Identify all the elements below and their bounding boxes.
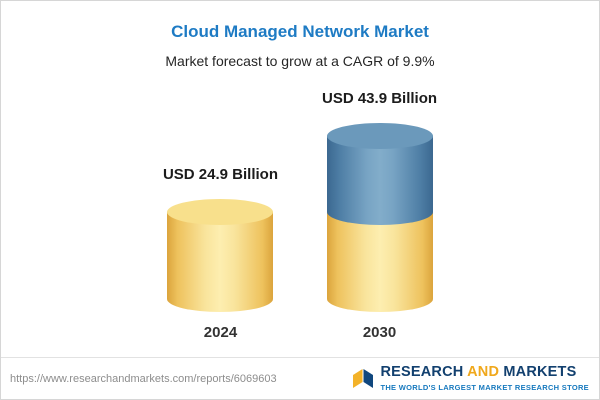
bar-column-2030: USD 43.9 Billion 2030 (322, 90, 437, 341)
cylinder-2024 (167, 199, 274, 312)
cylinder-top-ellipse (326, 123, 433, 149)
logo-name-research: RESEARCH (380, 364, 464, 381)
logo-name: RESEARCH AND MARKETS (380, 365, 589, 380)
logo-tagline: THE WORLD'S LARGEST MARKET RESEARCH STOR… (380, 382, 589, 392)
bar-column-2024: USD 24.9 Billion 2024 (163, 166, 278, 341)
footer-bar: https://www.researchandmarkets.com/repor… (1, 357, 599, 399)
cylinder-top-ellipse (167, 199, 274, 225)
cylinder-2030 (326, 123, 433, 312)
bar-value-label: USD 24.9 Billion (162, 166, 278, 183)
cylinder-segment-blue (326, 136, 433, 225)
cylinder-segment-yellow (326, 212, 433, 312)
chart-header: Cloud Managed Network Market Market fore… (1, 1, 599, 69)
logo-text: RESEARCH AND MARKETS THE WORLD'S LARGEST… (380, 365, 589, 392)
cylinder-bar-chart: USD 24.9 Billion 2024 USD 43.9 Billion 2030 (1, 90, 599, 341)
logo-mark-icon (353, 368, 374, 388)
logo-name-markets: MARKETS (503, 364, 577, 381)
logo-name-and: AND (467, 364, 500, 381)
chart-title: Cloud Managed Network Market (171, 22, 429, 41)
bar-category-label: 2030 (362, 324, 397, 341)
report-url-link[interactable]: https://www.researchandmarkets.com/repor… (10, 372, 277, 385)
chart-subtitle: Market forecast to grow at a CAGR of 9.9… (165, 53, 435, 69)
cylinder-segment-yellow (167, 212, 274, 312)
researchandmarkets-logo: RESEARCH AND MARKETS THE WORLD'S LARGEST… (352, 365, 589, 392)
bar-category-label: 2024 (203, 324, 238, 341)
bar-value-label: USD 43.9 Billion (322, 90, 438, 107)
